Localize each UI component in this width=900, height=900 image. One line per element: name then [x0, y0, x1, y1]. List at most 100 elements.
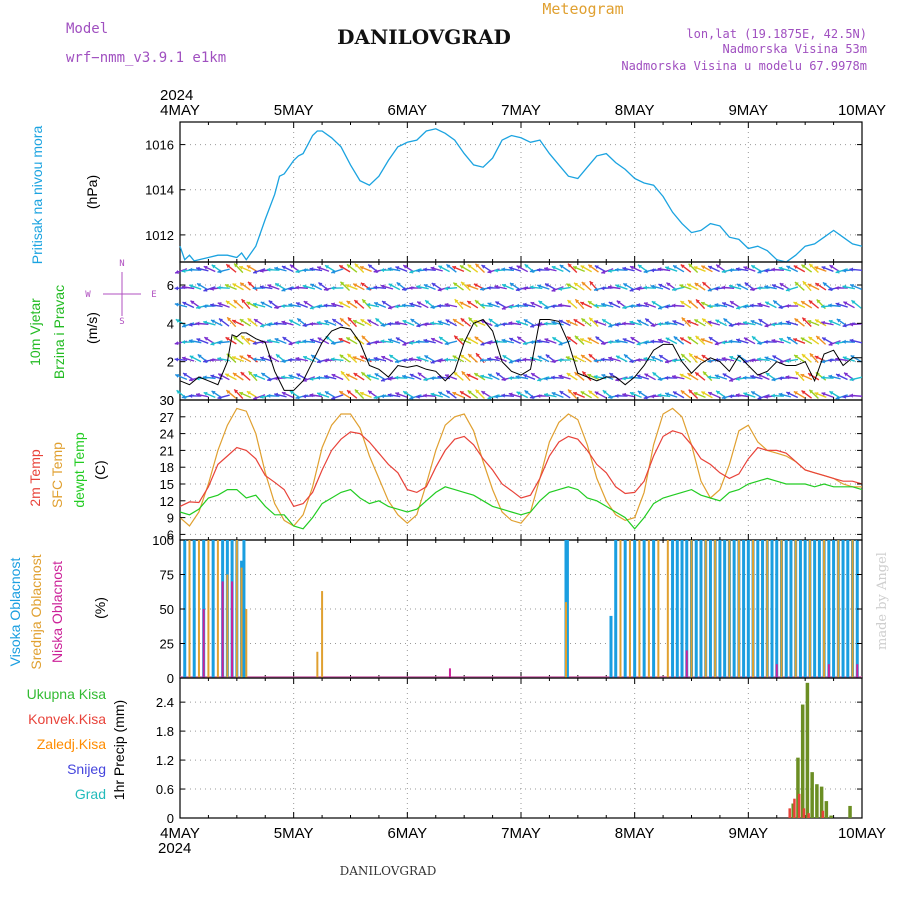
wind-arrow — [373, 285, 387, 290]
wind-arrow — [615, 284, 628, 290]
wind-arrow — [693, 266, 706, 272]
wind-arrow — [340, 370, 350, 382]
wind-arrow — [615, 355, 628, 363]
wind-arrow — [537, 355, 550, 363]
wind-arrow — [445, 263, 457, 273]
wind-arrow — [544, 338, 557, 344]
wind-arrow — [757, 357, 770, 362]
wind-arrow — [793, 301, 806, 309]
wind-arrow — [274, 266, 287, 272]
wind-arrow — [302, 284, 316, 290]
cloud-bar-high — [192, 540, 196, 678]
wind-arrow — [849, 338, 863, 344]
wind-arrow — [808, 263, 819, 273]
cloud-bar-high — [803, 540, 807, 678]
wind-arrow — [771, 284, 784, 290]
wind-arrow — [728, 376, 742, 382]
precip-bar-total — [848, 805, 852, 818]
wind-arrow — [821, 266, 834, 272]
wind-arrow — [629, 286, 642, 292]
wind-arrow — [622, 321, 635, 326]
wind-arrow — [253, 394, 266, 400]
wind-arrow — [828, 340, 841, 346]
precip-bar-total — [815, 784, 819, 818]
precip-bar-total — [819, 786, 824, 818]
wind-arrow — [657, 393, 671, 398]
temp-ytick-label: 21 — [160, 443, 174, 458]
wind-speed-line — [179, 318, 862, 391]
wind-arrow — [475, 389, 485, 400]
wind-arrow — [807, 319, 820, 326]
wind-arrow — [681, 317, 691, 328]
wind-arrow — [226, 316, 237, 328]
wind-arrow — [536, 393, 550, 399]
wind-arrow — [473, 372, 486, 381]
wind-arrow — [423, 393, 436, 398]
wind-arrow — [467, 264, 479, 273]
wind-arrow — [735, 393, 749, 398]
wind-arrow — [580, 390, 592, 399]
cloud-bar-high — [784, 540, 788, 678]
wind-arrow — [828, 358, 841, 363]
wind-arrow — [288, 303, 301, 308]
wind-arrow — [487, 302, 500, 308]
cloud-bar-low — [448, 668, 451, 678]
temp-ytick-label: 24 — [160, 427, 174, 442]
wind-arrow — [409, 302, 422, 308]
wind-arrow — [516, 265, 529, 273]
wind-arrow — [352, 319, 365, 327]
wind-arrow — [786, 265, 799, 273]
wind-arrow — [444, 302, 458, 308]
wind-arrow — [487, 373, 500, 381]
wind-arrow — [467, 389, 479, 399]
wind-arrow — [536, 339, 550, 344]
wind-arrow — [438, 265, 450, 273]
credit-watermark: made by Angel — [875, 552, 890, 650]
wind-grid — [179, 261, 863, 401]
wind-arrow — [232, 372, 244, 381]
cloud-bar-high — [694, 540, 698, 678]
wind-arrow — [388, 283, 401, 291]
cloud-bar-mid — [619, 540, 622, 678]
wind-arrow — [580, 301, 593, 309]
wind-arrow — [494, 284, 507, 290]
wind-arrow — [593, 303, 607, 308]
wind-arrow — [189, 284, 202, 290]
cloud-bar-high — [642, 540, 646, 678]
wind-arrow — [302, 376, 316, 382]
cloud-bar-high — [798, 540, 802, 678]
wind-ylabel-2: Brzina i Pravac — [51, 285, 67, 379]
wind-arrow — [174, 268, 188, 274]
wind-arrow — [445, 319, 457, 327]
wind-arrow — [686, 319, 699, 327]
date-label-bottom: 4MAY — [160, 825, 200, 842]
wind-arrow — [459, 390, 472, 399]
wind-arrow — [252, 286, 266, 291]
wind-arrow — [594, 320, 607, 326]
wind-arrow — [614, 393, 628, 398]
wind-arrow — [700, 265, 713, 273]
wind-arrow — [771, 338, 784, 344]
wind-arrow — [260, 301, 273, 309]
cloud-unit: (%) — [92, 597, 108, 619]
cloud-bar-high — [746, 540, 750, 678]
wind-arrow — [580, 354, 592, 363]
wind-arrow — [174, 373, 188, 380]
wind-arrow — [324, 319, 337, 326]
wind-arrow — [764, 339, 777, 344]
cloud-bar-low — [827, 664, 830, 678]
wind-arrow — [800, 337, 813, 345]
wind-arrow — [380, 394, 394, 399]
wind-arrow — [402, 340, 415, 346]
wind-arrow — [728, 339, 742, 344]
wind-arrow — [295, 302, 308, 308]
wind-arrow — [266, 393, 280, 398]
wind-arrow — [316, 375, 330, 380]
wind-arrow — [828, 303, 841, 308]
wind-arrow — [657, 267, 671, 272]
precip-bar-convective — [821, 810, 825, 818]
wind-arrow — [373, 356, 387, 362]
wind-arrow — [416, 301, 429, 309]
cloud-bar-high — [761, 540, 765, 678]
